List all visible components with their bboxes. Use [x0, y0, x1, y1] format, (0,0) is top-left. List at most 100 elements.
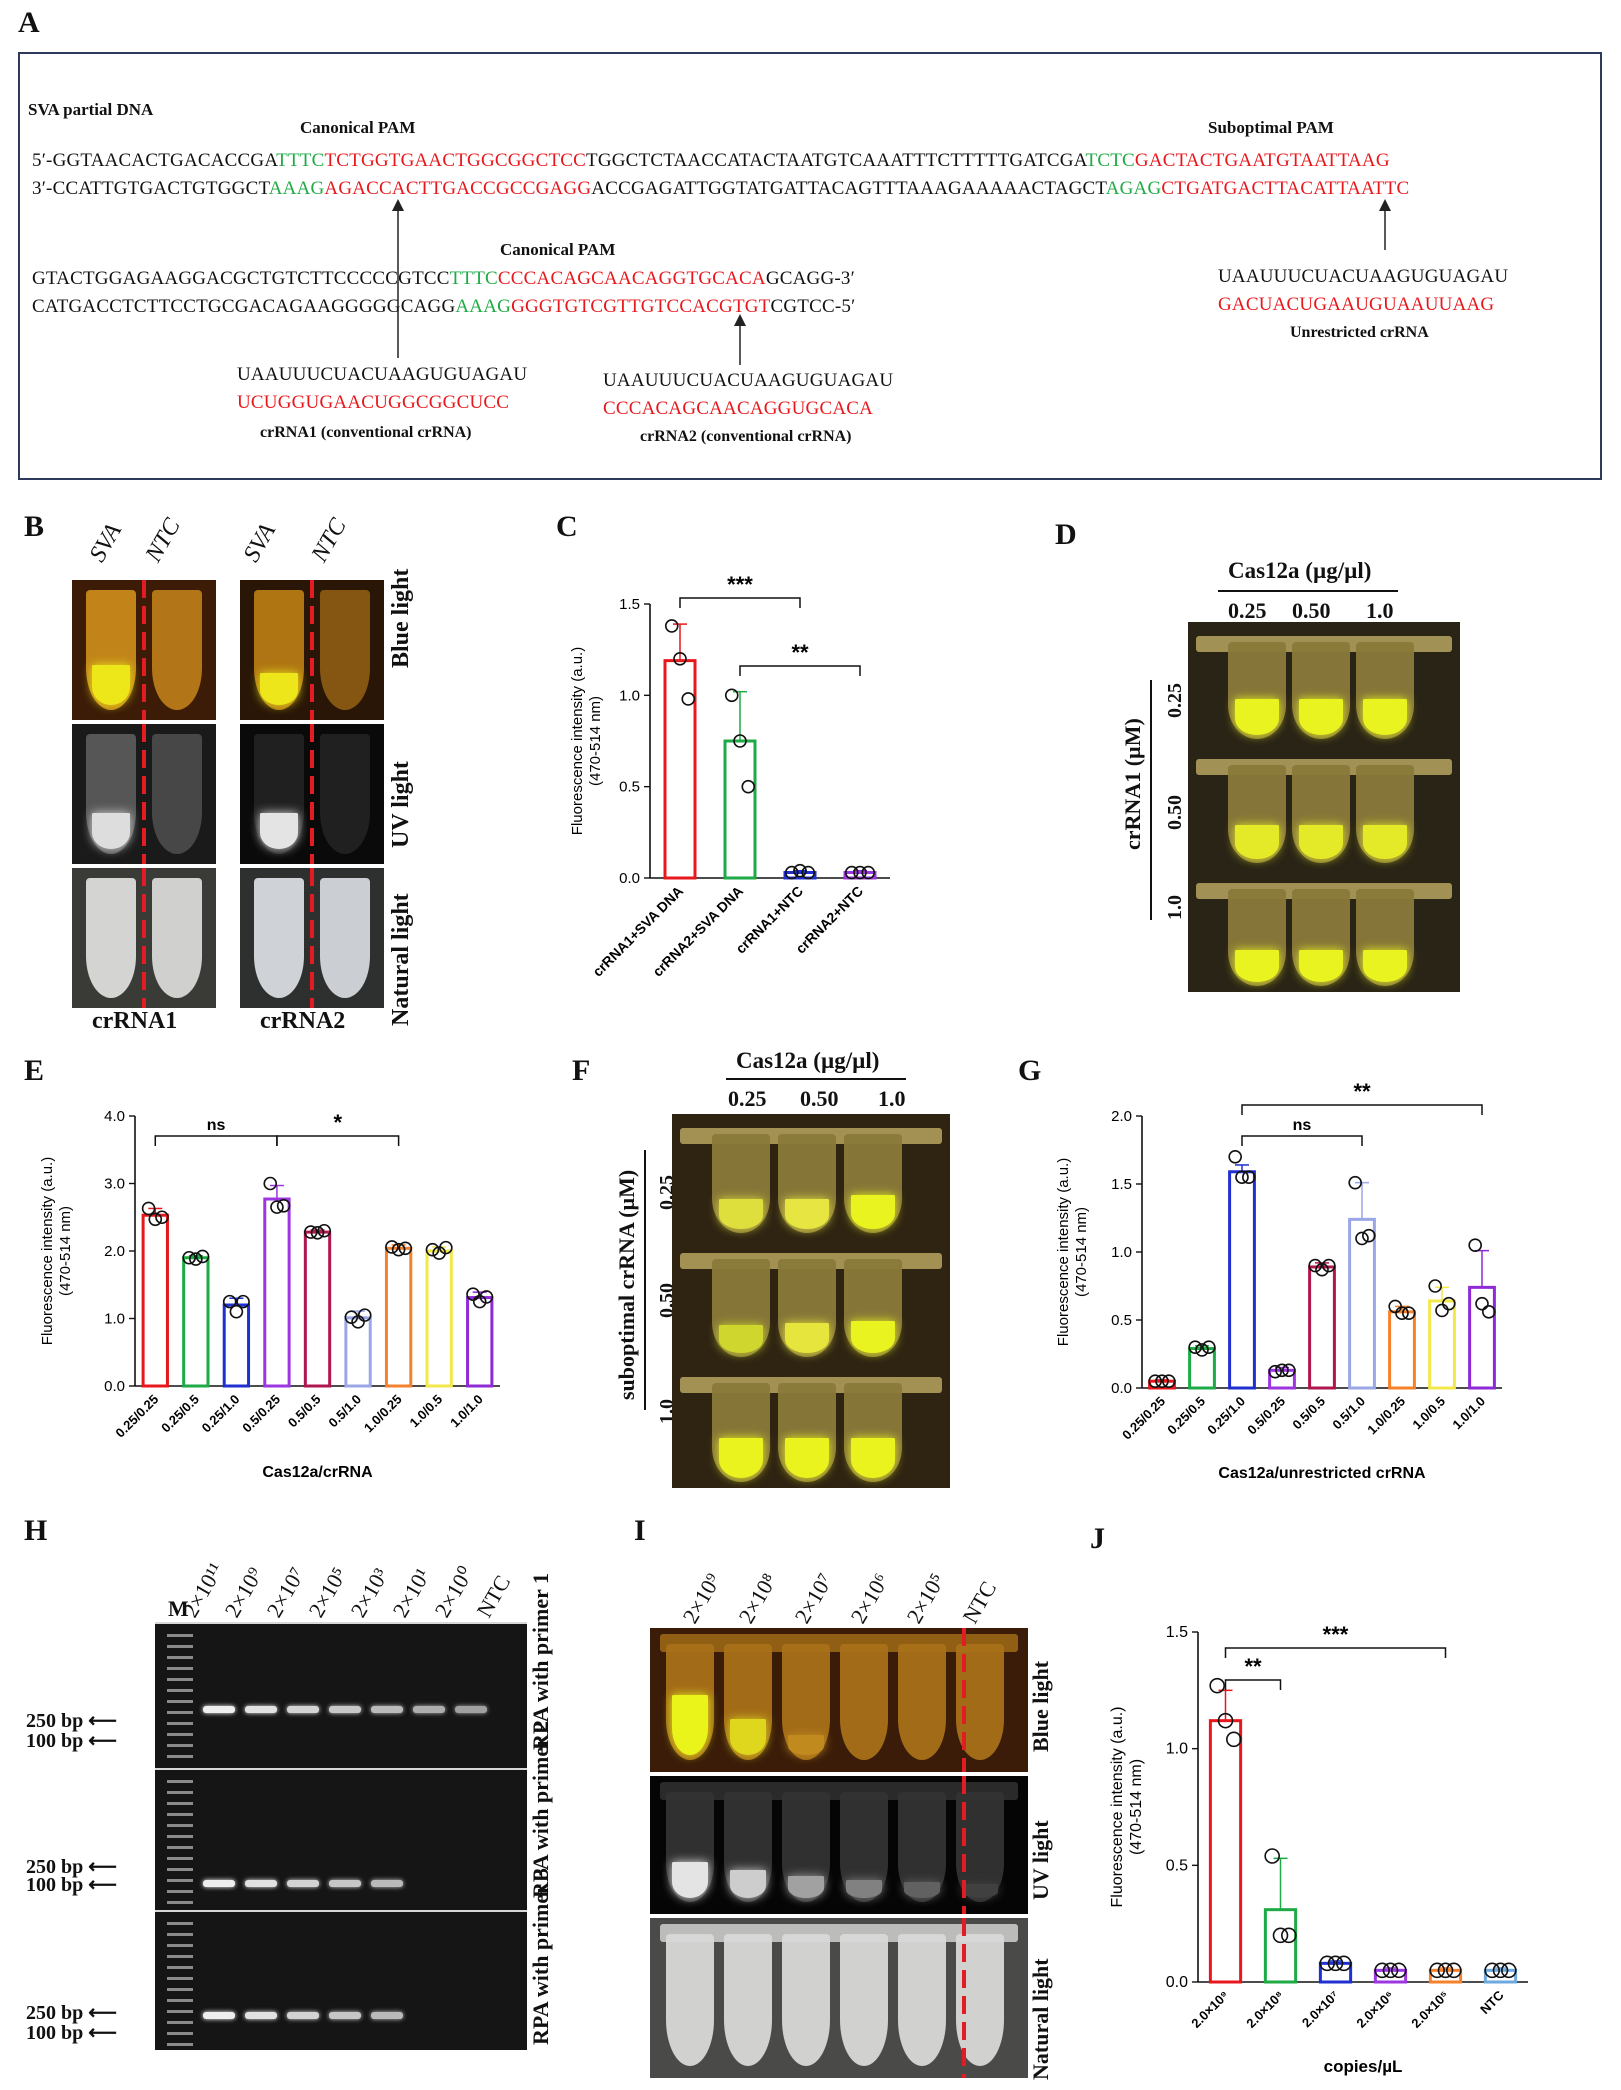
f-col-2: 0.50 — [800, 1086, 839, 1111]
chart-j: 0.0 0.5 1.0 1.5 Fluorescence intensity (a.u.… — [1109, 1622, 1528, 2076]
b-colhead-4: NTC — [306, 514, 352, 567]
data-point — [1282, 1363, 1296, 1378]
data-point — [1374, 1962, 1390, 1979]
ladder-band — [167, 1977, 193, 1980]
x-tick-label: 2.0×10⁹ — [1188, 1988, 1231, 2031]
tube — [254, 878, 304, 998]
significance-bracket — [1241, 1104, 1483, 1115]
crrna2-spacer: CCCACAGCAACAGGUGCACA — [603, 398, 874, 419]
y-tick-label: 0.0 — [104, 1378, 125, 1395]
data-point — [1391, 1962, 1407, 1979]
b-colhead-2: NTC — [140, 514, 186, 567]
dna-band — [455, 1706, 487, 1713]
ladder-band — [167, 1999, 193, 2002]
x-axis-label: Cas12a/unrestricted crRNA — [1218, 1465, 1426, 1482]
tube — [1292, 642, 1350, 740]
data-point — [182, 1250, 196, 1265]
tube-photo — [72, 868, 216, 1008]
data-point — [1308, 1258, 1322, 1273]
data-point — [439, 1240, 453, 1255]
data-point — [385, 1240, 399, 1254]
tube-liquid — [729, 1869, 767, 1898]
crrna1-caption: crRNA1 (conventional crRNA) — [260, 424, 472, 441]
i-row-label-blue: Blue light — [1028, 1660, 1053, 1752]
tube-photo — [240, 724, 384, 864]
significance-label: *** — [727, 572, 753, 597]
chart-e: 0.0 1.0 2.0 3.0 4.0 Fluorescence intensity (a… — [39, 1108, 500, 1481]
y-axis-label: Fluorescence intensity (a.u.)(470-514 nm… — [1055, 1158, 1090, 1346]
data-point — [733, 734, 747, 748]
y-tick-label: 0.0 — [1166, 1974, 1188, 1991]
tube — [778, 1383, 836, 1482]
x-tick-label: 0.5/0.5 — [285, 1392, 324, 1431]
y-tick-label: 3.0 — [104, 1176, 125, 1193]
panel-letter-e: E — [24, 1054, 45, 1087]
tube-liquid — [1362, 950, 1408, 983]
ladder-band — [167, 1711, 193, 1714]
tube-liquid — [260, 673, 298, 706]
tube-liquid — [903, 1881, 941, 1898]
ladder-band — [167, 1868, 193, 1871]
d-row-3: 1.0 — [1164, 895, 1186, 920]
tube — [320, 590, 370, 710]
data-point — [801, 865, 816, 880]
tube-liquid — [718, 1198, 764, 1229]
data-point — [861, 865, 876, 880]
y-tick-label: 0.5 — [1166, 1857, 1188, 1874]
ladder-band — [167, 1933, 193, 1936]
data-point — [263, 1176, 278, 1191]
tube — [782, 1792, 830, 1902]
data-point — [1382, 1962, 1399, 1979]
tube-liquid — [1362, 824, 1408, 859]
tube-liquid — [1298, 824, 1344, 859]
data-point — [1155, 1374, 1169, 1389]
y-tick-label: 2.0 — [104, 1243, 125, 1260]
x-tick-label: 0.5/1.0 — [325, 1392, 364, 1431]
data-point — [189, 1252, 203, 1266]
b-row-label-blue: Blue light — [388, 568, 414, 668]
y-tick-label: 2.0 — [1111, 1108, 1132, 1125]
sequence-heading: SVA partial DNA — [28, 100, 154, 119]
data-point — [673, 652, 687, 666]
data-point — [1501, 1962, 1517, 1979]
tube — [898, 1934, 946, 2066]
i-lane-label: 2×10⁹ — [677, 1569, 726, 1628]
bar — [263, 1197, 291, 1388]
tube — [712, 1383, 770, 1482]
ladder-band — [167, 1689, 193, 1692]
data-point — [1355, 1231, 1369, 1246]
gel-segment — [155, 1910, 527, 2050]
sequence-row2-bottom: CATGACCTCTTCCTGCGACAGAAGGGGGCAGGAAAGGGGT… — [32, 296, 856, 317]
y-axis-label: Fluorescence intensity (a.u.)(470-514 nm… — [39, 1157, 74, 1345]
dna-band — [413, 1706, 445, 1713]
tube-liquid — [718, 1325, 764, 1354]
bp-label: 100 bp ⟵ — [26, 1730, 117, 1752]
tube — [254, 590, 304, 710]
red-divider — [962, 1918, 966, 2078]
gel-segment — [155, 1622, 527, 1768]
tube-photo — [72, 580, 216, 720]
data-point — [1268, 1364, 1282, 1379]
d-header: Cas12a (µg/µl) — [1228, 558, 1372, 583]
bar — [1188, 1347, 1216, 1390]
b-row-label-uv: UV light — [388, 761, 414, 848]
panel-letter-c: C — [556, 510, 578, 543]
tube — [254, 734, 304, 854]
tube — [1356, 888, 1414, 986]
dna-band — [371, 1706, 403, 1713]
tube — [152, 734, 202, 854]
tube-liquid — [1298, 950, 1344, 983]
i-lane-label: 2×10⁶ — [845, 1569, 894, 1628]
data-point — [1322, 1258, 1336, 1273]
data-point — [466, 1287, 480, 1301]
red-divider — [310, 580, 314, 720]
ladder-band — [167, 1813, 193, 1816]
significance-label: ns — [207, 1117, 226, 1134]
bar — [384, 1246, 413, 1388]
tube — [152, 590, 202, 710]
ladder-band — [167, 2021, 193, 2024]
bar — [1268, 1368, 1296, 1390]
ladder-band — [167, 1824, 193, 1827]
tube — [898, 1644, 946, 1760]
tube — [666, 1934, 714, 2066]
